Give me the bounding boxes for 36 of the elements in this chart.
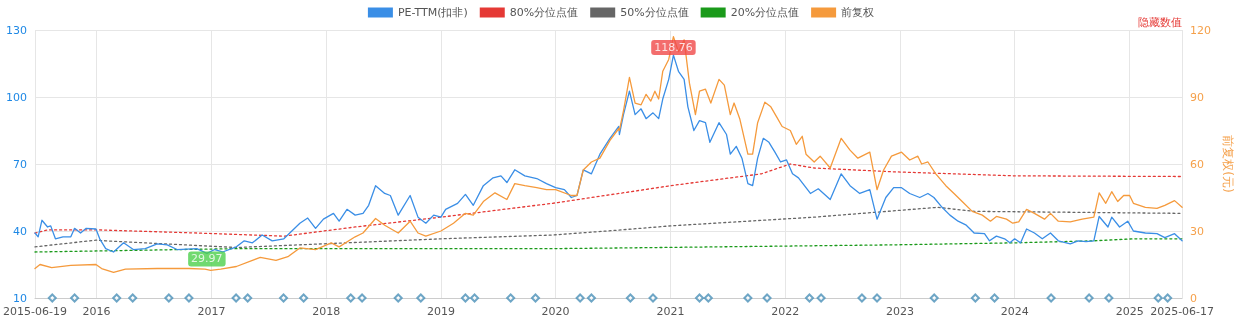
y2-tick-label: 0 xyxy=(1190,291,1198,305)
line-series xyxy=(34,163,1183,237)
x-tick-label: 2015-06-19 xyxy=(3,305,67,318)
annotation: 118.76 xyxy=(654,41,693,55)
y2-tick-label: 60 xyxy=(1190,157,1205,171)
x-tick-label: 2025-06-17 xyxy=(1150,305,1215,318)
x-tick-label: 2022 xyxy=(771,305,800,318)
y2-tick-label: 120 xyxy=(1190,23,1212,37)
y-tick-label: 10 xyxy=(13,291,27,305)
line-series xyxy=(34,54,1183,255)
x-tick-label: 2020 xyxy=(541,305,570,318)
y-tick-label: 100 xyxy=(6,90,27,104)
line-series xyxy=(34,238,1183,253)
y2-tick-label: 30 xyxy=(1190,224,1205,238)
legend-label: 50%分位点值 xyxy=(620,6,689,19)
legend-label: 前复权 xyxy=(841,6,875,19)
y-tick-label: 130 xyxy=(6,23,27,37)
legend-label: PE-TTM(扣非) xyxy=(397,6,468,19)
x-tick-label: 2018 xyxy=(312,305,341,318)
legend-label: 80%分位点值 xyxy=(509,6,579,19)
line-series xyxy=(34,36,1183,273)
line-series xyxy=(34,206,1183,249)
text: 隐藏数值 xyxy=(1138,16,1182,29)
x-tick-label: 2016 xyxy=(82,305,111,318)
x-tick-label: 2025 xyxy=(1115,305,1144,318)
x-tick-label: 2019 xyxy=(426,305,455,318)
y2-tick-label: 90 xyxy=(1190,90,1205,104)
x-tick-label: 2023 xyxy=(885,305,914,318)
legend-label: 20%分位点值 xyxy=(730,6,800,19)
x-tick-label: 2024 xyxy=(1000,305,1029,318)
y-tick-label: 70 xyxy=(13,157,27,171)
y-tick-label: 40 xyxy=(13,224,27,238)
annotation: 29.97 xyxy=(191,252,223,266)
y2-axis-title: 前复权(元) xyxy=(1221,135,1235,193)
x-tick-label: 2021 xyxy=(656,305,685,318)
x-tick-label: 2017 xyxy=(197,305,226,318)
